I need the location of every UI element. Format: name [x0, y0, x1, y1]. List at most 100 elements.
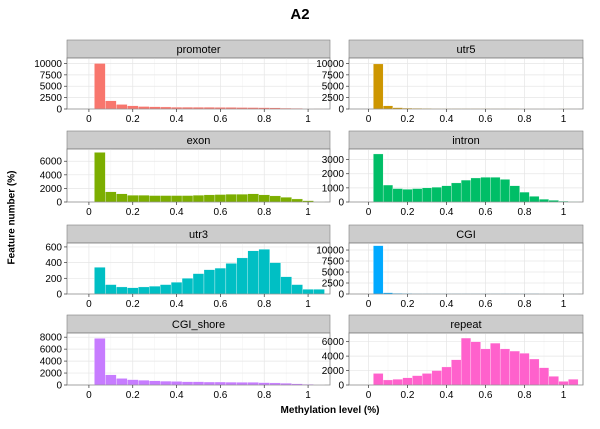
y-tick-label-utr3: 200 — [45, 274, 62, 285]
x-tick-label-utr5: 0.4 — [440, 114, 454, 125]
y-tick-label-utr5: 5000 — [322, 82, 345, 93]
bar-utr3 — [302, 289, 314, 295]
y-tick-label-exon: 6000 — [40, 157, 63, 168]
bar-repeat — [402, 377, 413, 386]
y-tick-label-cgi: 5000 — [322, 268, 345, 279]
bar-utr3 — [116, 286, 128, 295]
bar-exon — [203, 194, 216, 203]
x-tick-label-intron: 1 — [561, 207, 567, 218]
panel-frame-promoter — [66, 57, 331, 110]
y-tick-label-cgi: 0 — [338, 290, 344, 301]
bar-promoter — [138, 106, 150, 110]
bar-intron — [460, 179, 472, 203]
x-tick-label-exon: 0.6 — [213, 207, 227, 218]
x-tick-label-utr3: 1 — [305, 299, 311, 310]
x-tick-label-cgi: 0.2 — [401, 299, 415, 310]
y-tick-label-utr5: 10000 — [316, 59, 344, 70]
bar-utr5 — [373, 63, 384, 110]
bar-cgi-shore — [269, 382, 281, 386]
bar-repeat — [558, 381, 569, 386]
bar-cgi-shore — [105, 374, 117, 386]
bar-cgi — [373, 245, 384, 295]
strip-label-promoter: promoter — [176, 44, 220, 56]
bar-intron — [490, 177, 501, 203]
bar-repeat — [431, 370, 442, 386]
bar-promoter — [94, 63, 106, 110]
bar-utr3 — [127, 287, 139, 295]
bar-promoter — [105, 100, 117, 110]
bar-repeat — [392, 379, 403, 386]
bar-cgi-shore — [192, 381, 205, 386]
x-tick-label-utr5: 0.2 — [401, 114, 415, 125]
bar-intron — [441, 185, 452, 203]
bar-utr3 — [159, 284, 172, 295]
bar-repeat — [548, 376, 559, 386]
y-tick-label-promoter: 7500 — [40, 70, 63, 81]
y-tick-label-cgi-shore: 4000 — [40, 357, 63, 368]
strip-label-intron: intron — [452, 135, 480, 147]
bar-utr3 — [225, 263, 238, 295]
y-tick-label-repeat: 6000 — [322, 337, 345, 348]
bar-utr3 — [291, 284, 303, 295]
x-tick-label-cgi: 0.8 — [518, 299, 532, 310]
x-tick-label-exon: 0.2 — [126, 207, 140, 218]
bar-repeat — [382, 379, 394, 386]
bar-exon — [269, 195, 281, 203]
panel-frame-cgi-shore — [66, 332, 331, 386]
y-tick-label-exon: 4000 — [40, 170, 63, 181]
bar-repeat — [421, 373, 433, 386]
bar-cgi-shore — [127, 379, 139, 386]
y-tick-label-cgi: 2500 — [322, 279, 345, 290]
panel-frame-exon — [66, 148, 331, 203]
y-tick-label-cgi-shore: 2000 — [40, 369, 63, 380]
chart-title: A2 — [290, 6, 310, 23]
bar-repeat — [412, 375, 423, 386]
bar-cgi-shore — [159, 380, 172, 386]
bar-repeat — [499, 348, 511, 386]
x-tick-label-repeat: 0.8 — [518, 390, 532, 401]
panel-frame-utr3 — [66, 242, 331, 295]
x-tick-label-promoter: 0.6 — [213, 114, 227, 125]
x-tick-label-intron: 0.4 — [440, 207, 454, 218]
bar-exon — [170, 195, 183, 203]
x-tick-label-cgi-shore: 0.6 — [213, 390, 227, 401]
x-tick-label-repeat: 0 — [366, 390, 372, 401]
bar-repeat — [451, 359, 462, 386]
y-tick-label-promoter: 5000 — [40, 82, 63, 93]
bar-cgi-shore — [138, 380, 150, 386]
bar-utr3 — [269, 262, 281, 295]
x-tick-label-utr5: 0.6 — [479, 114, 493, 125]
bar-cgi-shore — [258, 382, 270, 386]
bar-cgi-shore — [214, 381, 227, 386]
bar-promoter — [149, 106, 161, 110]
bar-exon — [291, 198, 303, 203]
bar-repeat — [441, 366, 452, 386]
bar-intron — [412, 188, 423, 203]
bar-intron — [431, 187, 442, 203]
y-tick-label-cgi: 10000 — [316, 246, 344, 257]
bar-exon — [181, 195, 194, 203]
y-axis-label: Feature number (%) — [6, 170, 18, 265]
bar-exon — [116, 193, 128, 203]
x-axis-label: Methylation level (%) — [280, 405, 380, 416]
x-tick-label-utr5: 1 — [561, 114, 567, 125]
x-tick-label-cgi: 1 — [561, 299, 567, 310]
x-tick-label-utr5: 0 — [366, 114, 372, 125]
y-tick-label-promoter: 2500 — [40, 93, 63, 104]
strip-label-utr3: utr3 — [189, 229, 208, 241]
panel-frame-cgi — [348, 242, 584, 295]
bar-utr3 — [192, 273, 205, 295]
bar-repeat — [480, 348, 491, 386]
x-tick-label-utr3: 0.8 — [257, 299, 271, 310]
y-tick-label-utr3: 400 — [45, 258, 62, 269]
y-tick-label-cgi-shore: 8000 — [40, 333, 63, 344]
x-tick-label-intron: 0 — [366, 207, 372, 218]
y-tick-label-utr5: 7500 — [322, 70, 345, 81]
bar-utr3 — [214, 267, 227, 295]
bar-repeat — [460, 337, 472, 386]
bar-exon — [236, 194, 248, 203]
bar-intron — [470, 177, 481, 203]
y-tick-label-exon: 0 — [56, 198, 62, 209]
x-tick-label-exon: 1 — [305, 207, 311, 218]
